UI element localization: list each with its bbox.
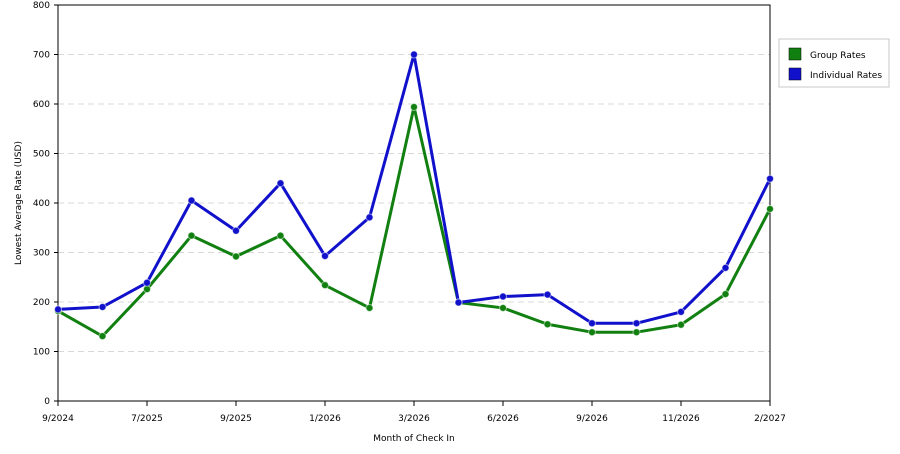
data-point	[54, 305, 62, 314]
legend-label: Individual Rates	[810, 71, 882, 81]
data-point	[588, 319, 596, 328]
y-tick-label: 100	[33, 348, 50, 358]
data-point	[677, 307, 685, 316]
x-tick-label: 2/2027	[754, 414, 786, 424]
legend-swatch	[788, 67, 802, 81]
x-tick-label: 9/2025	[220, 414, 252, 424]
x-tick-label: 11/2026	[662, 414, 700, 424]
y-tick-label: 700	[33, 51, 50, 61]
y-tick-label: 300	[33, 249, 50, 259]
axis-labels: 0 100 200 300 400 500 600 700 800 9/2024 7/2025 9/2…	[33, 1, 786, 424]
data-point	[365, 213, 374, 222]
data-point	[98, 332, 107, 341]
data-point	[454, 298, 463, 307]
y-tick-label: 800	[33, 1, 50, 11]
legend-label: Group Rates	[810, 51, 866, 61]
y-tick-label: 500	[33, 150, 50, 160]
x-axis-title: Month of Check In	[373, 434, 455, 444]
gridlines	[58, 54, 770, 352]
y-tick-label: 200	[33, 298, 50, 308]
data-point	[499, 303, 507, 312]
data-point	[276, 179, 285, 188]
data-point	[187, 231, 196, 240]
y-axis-title: Lowest Average Rate (USD)	[14, 141, 24, 265]
data-point	[588, 328, 596, 337]
data-point	[499, 292, 507, 301]
data-point	[632, 328, 641, 337]
x-tick-label: 6/2026	[487, 414, 519, 424]
data-point	[365, 303, 374, 312]
x-tick-label: 7/2025	[131, 414, 163, 424]
data-point	[276, 231, 285, 240]
legend: Group Rates Individual Rates	[778, 38, 890, 88]
data-point	[232, 226, 240, 235]
data-point	[410, 50, 418, 59]
data-point	[410, 102, 418, 111]
data-point	[721, 290, 730, 299]
y-tick-label: 600	[33, 100, 50, 110]
data-point	[721, 263, 730, 272]
data-point	[766, 174, 774, 183]
y-tick-label: 0	[44, 397, 50, 407]
x-tick-label: 9/2026	[576, 414, 608, 424]
data-point	[143, 278, 151, 287]
x-tick-label: 9/2024	[42, 414, 74, 424]
data-point	[321, 281, 329, 290]
data-point	[187, 196, 196, 205]
x-tick-label: 1/2026	[309, 414, 341, 424]
legend-swatch	[788, 47, 802, 61]
data-point	[321, 251, 329, 260]
series-lines	[54, 50, 774, 341]
data-point	[232, 252, 240, 261]
data-point	[543, 320, 552, 329]
data-point	[677, 320, 685, 329]
axes	[54, 4, 771, 406]
x-tick-label: 3/2026	[398, 414, 430, 424]
data-point	[543, 290, 552, 299]
data-point	[766, 204, 774, 213]
y-tick-label: 400	[33, 199, 50, 209]
series-line-2	[57, 53, 772, 325]
data-point	[98, 302, 107, 311]
data-point	[632, 319, 641, 328]
